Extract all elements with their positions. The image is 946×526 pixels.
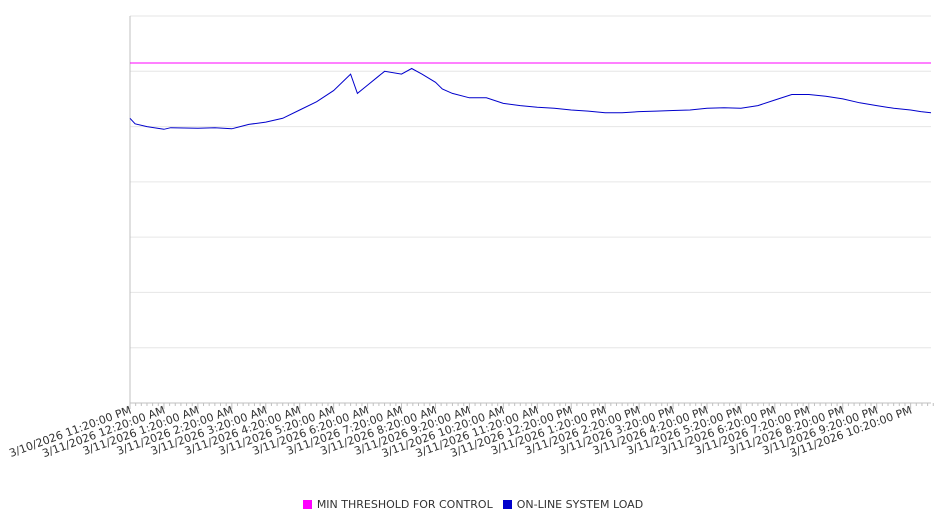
series-lines	[129, 62, 932, 130]
legend: MIN THRESHOLD FOR CONTROL ON-LINE SYSTEM…	[0, 498, 946, 511]
axes	[129, 16, 934, 409]
legend-swatch-threshold	[302, 500, 312, 509]
legend-swatch-system-load	[502, 500, 512, 509]
legend-item-threshold[interactable]: MIN THRESHOLD FOR CONTROL	[302, 498, 493, 511]
series-line-system-load	[129, 67, 932, 130]
legend-label-system-load: ON-LINE SYSTEM LOAD	[516, 498, 644, 511]
legend-label-threshold: MIN THRESHOLD FOR CONTROL	[316, 498, 493, 511]
legend-item-system-load[interactable]: ON-LINE SYSTEM LOAD	[502, 498, 644, 511]
x-tick-labels: 3/10/2026 11:20:00 PM3/11/2026 12:20:00 …	[7, 404, 913, 461]
grid-lines	[130, 15, 931, 404]
